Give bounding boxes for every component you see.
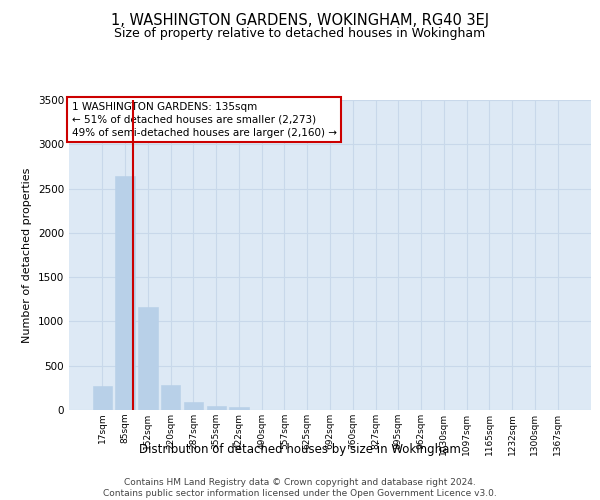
Text: Size of property relative to detached houses in Wokingham: Size of property relative to detached ho… bbox=[115, 28, 485, 40]
Bar bbox=[138, 308, 158, 410]
Bar bbox=[161, 385, 181, 410]
Y-axis label: Number of detached properties: Number of detached properties bbox=[22, 168, 32, 342]
Bar bbox=[93, 386, 112, 410]
Bar bbox=[115, 176, 135, 410]
Text: 1 WASHINGTON GARDENS: 135sqm
← 51% of detached houses are smaller (2,273)
49% of: 1 WASHINGTON GARDENS: 135sqm ← 51% of de… bbox=[71, 102, 337, 138]
Bar bbox=[206, 406, 226, 410]
Bar bbox=[229, 407, 248, 410]
Text: Distribution of detached houses by size in Wokingham: Distribution of detached houses by size … bbox=[139, 442, 461, 456]
Bar bbox=[184, 402, 203, 410]
Text: Contains HM Land Registry data © Crown copyright and database right 2024.
Contai: Contains HM Land Registry data © Crown c… bbox=[103, 478, 497, 498]
Text: 1, WASHINGTON GARDENS, WOKINGHAM, RG40 3EJ: 1, WASHINGTON GARDENS, WOKINGHAM, RG40 3… bbox=[111, 12, 489, 28]
